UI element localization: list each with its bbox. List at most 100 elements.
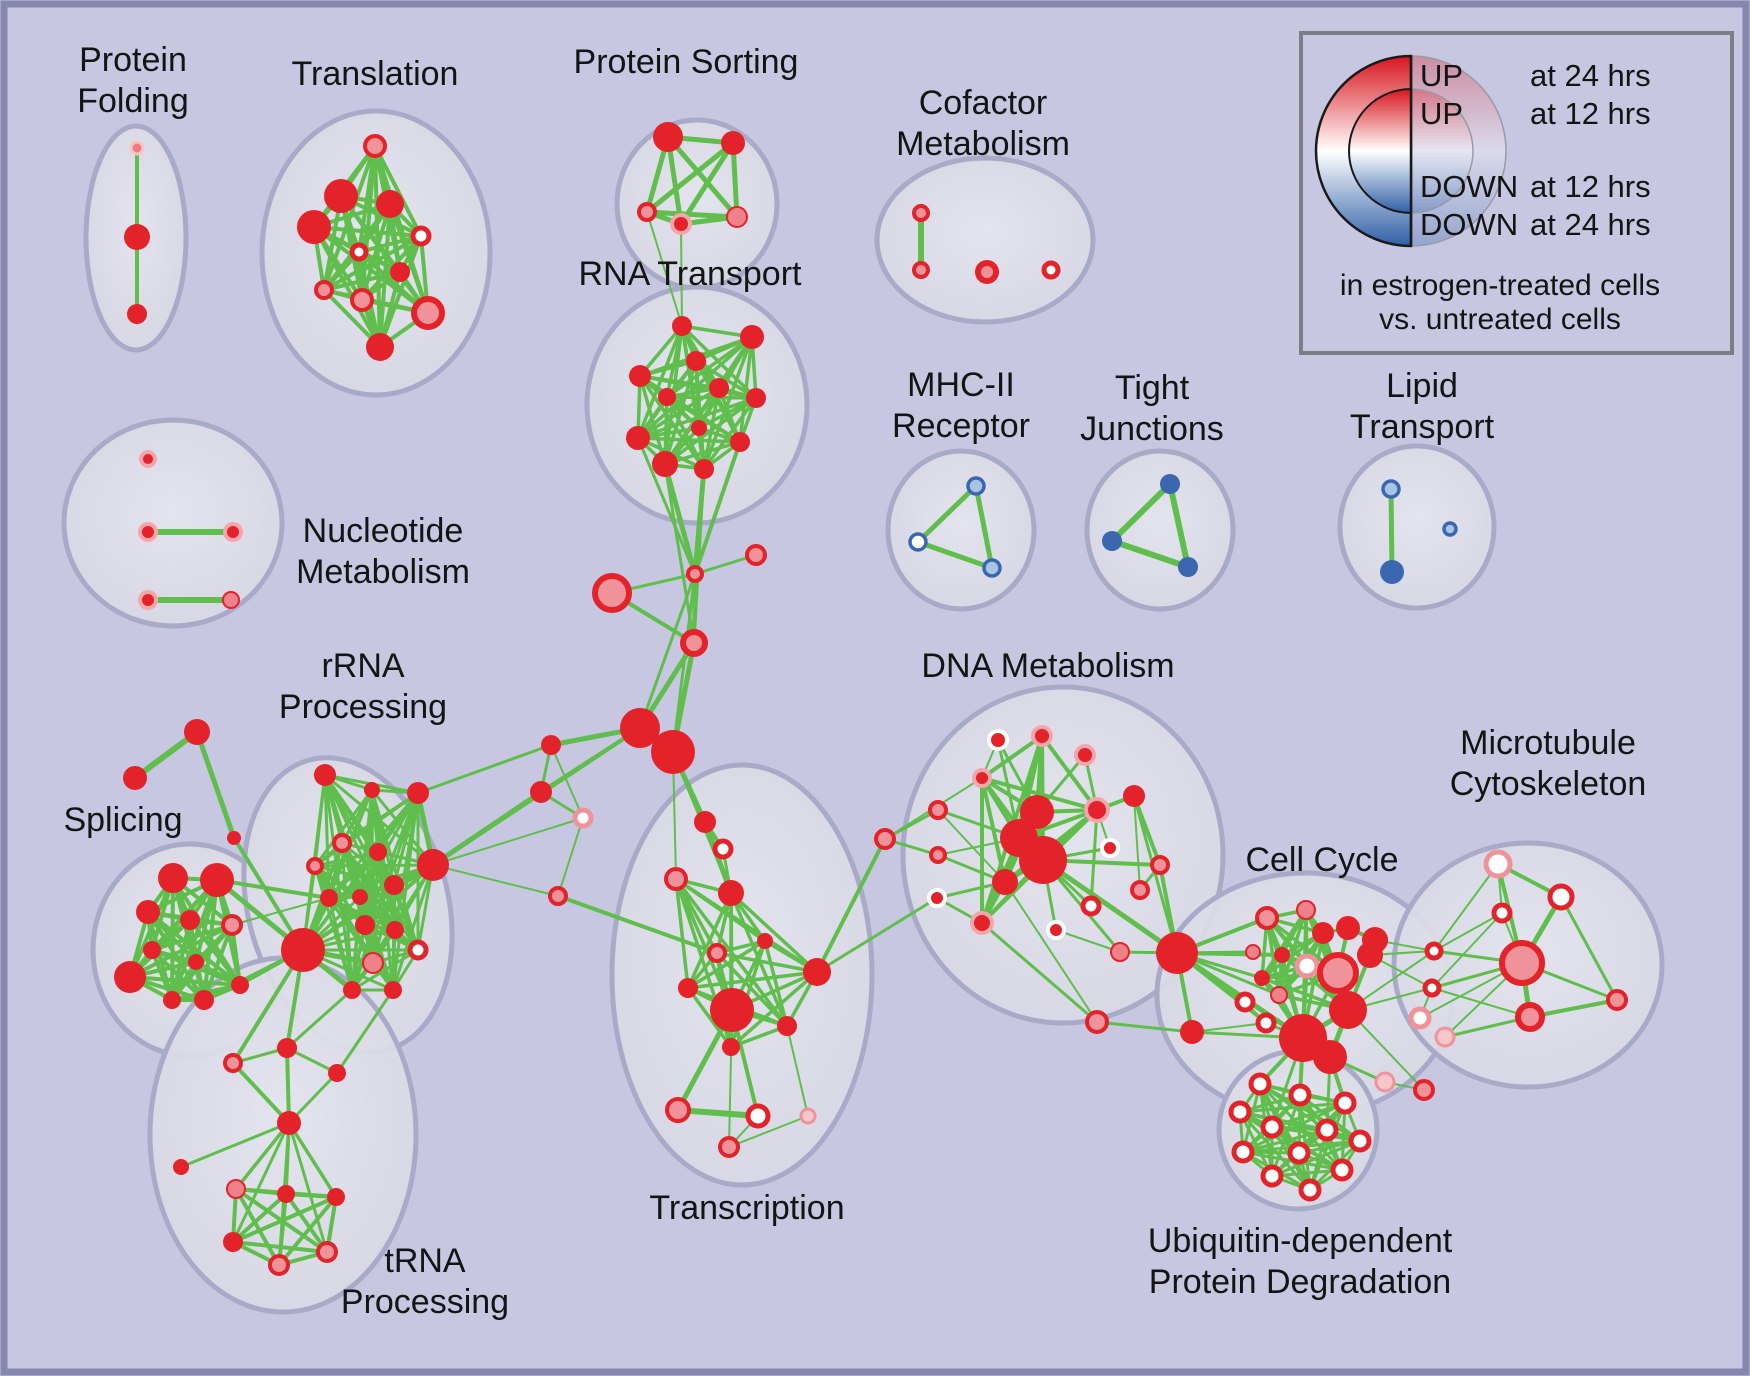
cluster-label-rrna-processing-line2: Processing bbox=[279, 688, 447, 726]
node-tn7 bbox=[277, 1185, 295, 1203]
node-s1 bbox=[158, 863, 188, 893]
edge-rt2-rt12 bbox=[702, 335, 754, 471]
node-x3 bbox=[227, 831, 241, 845]
node-u11 bbox=[1330, 1158, 1354, 1182]
edge-ps2-ps4 bbox=[678, 140, 736, 227]
node-s2 bbox=[200, 863, 234, 897]
node-bw2 bbox=[1422, 978, 1442, 998]
node-pf2 bbox=[124, 224, 150, 250]
node-lt1 bbox=[1381, 479, 1401, 499]
edge-r11-tn1 bbox=[231, 948, 305, 1065]
legend-time-2: at 12 hrs bbox=[1530, 96, 1651, 131]
edge-x1-x3 bbox=[194, 729, 237, 841]
edge-t4-t11 bbox=[312, 225, 382, 349]
edge-tn1-tn4 bbox=[231, 1061, 291, 1125]
node-s10 bbox=[194, 990, 214, 1010]
edge-rt10-rt11 bbox=[663, 440, 742, 466]
edge-lt1-lt2 bbox=[1388, 486, 1395, 575]
edge-s5-s10 bbox=[202, 923, 234, 1002]
node-h1 bbox=[592, 573, 632, 613]
node-cc19 bbox=[1329, 991, 1367, 1029]
cluster-label-lipid-transport-line1: Lipid bbox=[1386, 367, 1458, 405]
cluster-ellipse-nucleotide-metabolism bbox=[61, 417, 285, 629]
node-tc6 bbox=[707, 943, 727, 963]
node-d18 bbox=[1080, 895, 1102, 917]
edge-d18-d9 bbox=[1089, 808, 1099, 908]
node-mtp2 bbox=[1434, 1026, 1456, 1048]
edge-tj2-tj3 bbox=[1109, 538, 1191, 570]
edge-cc4-cc13 bbox=[1260, 908, 1308, 980]
edge-rt10-h2 bbox=[693, 440, 742, 576]
node-cf2 bbox=[912, 261, 930, 279]
node-rt4 bbox=[629, 365, 651, 387]
edge-tj1-tj3 bbox=[1167, 481, 1191, 570]
legend: UP at 24 hrs UP at 12 hrs DOWN at 12 hrs DOWN a… bbox=[1299, 31, 1734, 355]
node-cc4 bbox=[1296, 900, 1316, 920]
edge-h10-tc6 bbox=[556, 894, 719, 955]
cluster-label-cofactor-metabolism-line2: Metabolism bbox=[896, 125, 1070, 163]
node-m3 bbox=[982, 558, 1002, 578]
edge-tn4-tn8 bbox=[287, 1121, 338, 1199]
edge-s2-s10 bbox=[202, 878, 219, 1002]
edge-s6-s10 bbox=[150, 948, 206, 1002]
edge-d2-d4 bbox=[980, 734, 1044, 780]
node-u1 bbox=[1248, 1072, 1272, 1096]
edge-h9-r7 bbox=[432, 817, 584, 866]
node-t2 bbox=[324, 179, 358, 213]
node-t11 bbox=[366, 333, 394, 361]
node-rt9 bbox=[626, 426, 650, 450]
node-tn10 bbox=[268, 1254, 290, 1276]
node-tn1 bbox=[223, 1053, 243, 1073]
node-cc9 bbox=[1274, 947, 1290, 963]
node-t7 bbox=[390, 262, 410, 282]
node-d4 bbox=[972, 768, 992, 788]
edge-d21-d16 bbox=[980, 921, 1099, 1024]
node-t8 bbox=[314, 280, 334, 300]
edge-tn8-tn10 bbox=[277, 1195, 338, 1267]
node-d10 bbox=[1123, 785, 1145, 807]
node-u4 bbox=[1228, 1100, 1252, 1124]
edge-ps3-ps5 bbox=[644, 209, 740, 220]
cluster-label-mhc-ii-receptor-line2: Receptor bbox=[892, 407, 1030, 445]
node-cchub bbox=[1156, 932, 1198, 974]
node-cc5 bbox=[1312, 922, 1334, 944]
node-cc13 bbox=[1254, 970, 1270, 986]
node-s3 bbox=[136, 900, 160, 924]
edge-r16-tn2 bbox=[285, 988, 354, 1050]
edge-cc5-cc13 bbox=[1260, 931, 1325, 980]
node-d17 bbox=[1046, 920, 1066, 940]
node-bw1 bbox=[1424, 941, 1444, 961]
legend-dir-4: DOWN bbox=[1420, 207, 1518, 242]
node-u10 bbox=[1260, 1164, 1284, 1188]
edge-d5-d13 bbox=[937, 809, 1006, 883]
node-mt4 bbox=[1499, 940, 1545, 986]
node-cc2 bbox=[1180, 1020, 1204, 1044]
node-rt1 bbox=[672, 316, 692, 336]
node-rt5 bbox=[658, 388, 676, 406]
edge-tc6-tc8 bbox=[715, 951, 819, 974]
edge-tn8-tn9 bbox=[231, 1195, 338, 1244]
node-lt2 bbox=[1380, 560, 1404, 584]
node-ps4 bbox=[670, 213, 692, 235]
edge-br1-tc8 bbox=[815, 837, 887, 974]
cluster-label-splicing: Splicing bbox=[63, 801, 182, 839]
edge-tn2-tn4 bbox=[285, 1046, 291, 1125]
node-rt8 bbox=[691, 420, 707, 436]
cluster-label-trna-processing-line2: Processing bbox=[341, 1283, 509, 1321]
edge-r10-r16 bbox=[350, 895, 362, 992]
edge-tn6-tn10 bbox=[234, 1187, 281, 1267]
edge-d19-d10 bbox=[1133, 795, 1141, 891]
node-cf4 bbox=[1041, 260, 1061, 280]
node-h6 bbox=[651, 730, 695, 774]
node-s4 bbox=[180, 910, 200, 930]
cluster-ellipse-cofactor-metabolism bbox=[874, 155, 1096, 325]
edge-m1-m2 bbox=[915, 483, 979, 545]
node-s11 bbox=[231, 976, 249, 994]
edge-ps2-ps3 bbox=[644, 140, 736, 215]
cluster-label-cell-cycle: Cell Cycle bbox=[1245, 841, 1398, 879]
edge-ps4-rt1 bbox=[680, 223, 683, 327]
node-r5 bbox=[306, 857, 324, 875]
